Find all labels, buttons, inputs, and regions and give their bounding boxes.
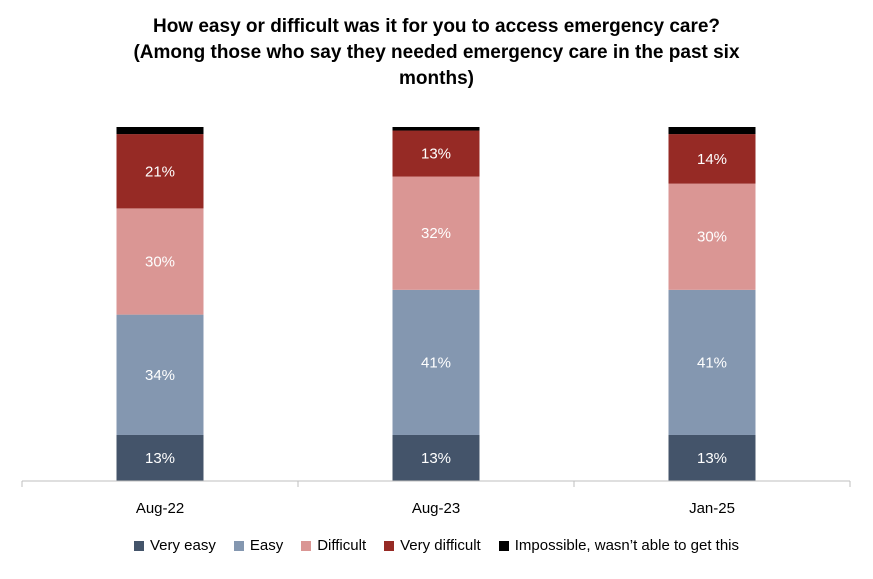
legend-item-difficult: Difficult — [301, 537, 366, 554]
legend-swatch-very-difficult — [384, 540, 395, 551]
data-label: 14% — [697, 151, 727, 168]
data-label: 34% — [145, 367, 175, 384]
data-label: 13% — [697, 450, 727, 467]
data-label: 30% — [697, 229, 727, 246]
legend-swatch-difficult — [301, 540, 312, 551]
bar-segment-aug-22-very-easy — [116, 434, 204, 481]
bar-segment-aug-22-difficult — [116, 208, 204, 315]
data-label: 13% — [421, 450, 451, 467]
data-label: 32% — [421, 225, 451, 242]
bar-segment-aug-22-impossible — [116, 127, 204, 135]
chart-title-line-1: How easy or difficult was it for you to … — [152, 16, 721, 37]
chart-title: How easy or difficult was it for you to … — [0, 14, 873, 92]
bar-segment-aug-22-easy — [116, 314, 204, 435]
legend-label-impossible: Impossible, wasn’t able to get this — [514, 537, 740, 554]
bar-segment-jan-25-difficult — [668, 183, 756, 290]
bar-segment-aug-23-difficult — [392, 176, 480, 290]
chart-legend: Very easy Easy Difficult Very difficult … — [0, 537, 873, 554]
bar-segment-jan-25-impossible — [668, 127, 756, 135]
bar-segment-aug-23-very-easy — [392, 434, 480, 481]
data-label: 41% — [697, 354, 727, 371]
data-label: 21% — [145, 163, 175, 180]
legend-label-difficult: Difficult — [317, 537, 367, 554]
legend-item-easy: Easy — [233, 537, 284, 554]
legend-label-very-difficult: Very difficult — [400, 537, 481, 554]
legend-swatch-very-easy — [133, 540, 144, 551]
data-label: 13% — [145, 450, 175, 467]
x-tick-label: Aug-22 — [136, 500, 184, 517]
bar-segment-jan-25-easy — [668, 289, 756, 435]
legend-swatch-impossible — [498, 540, 509, 551]
legend-label-very-easy: Very easy — [149, 537, 216, 554]
legend-item-impossible: Impossible, wasn’t able to get this — [498, 537, 740, 554]
bar-segment-aug-23-impossible — [392, 127, 480, 131]
data-label: 13% — [421, 146, 451, 163]
chart-title-line-2: (Among those who say they needed emergen… — [133, 42, 740, 63]
data-label: 30% — [145, 254, 175, 271]
x-tick-label: Aug-23 — [412, 500, 460, 517]
bar-segment-aug-22-very-difficult — [116, 134, 204, 209]
data-label: 41% — [421, 354, 451, 371]
legend-label-easy: Easy — [249, 537, 284, 554]
legend-item-very-difficult: Very difficult — [384, 537, 481, 554]
bar-segment-jan-25-very-easy — [668, 434, 756, 481]
bar-segment-jan-25-very-difficult — [668, 134, 756, 184]
bar-segment-aug-23-easy — [392, 289, 480, 435]
bar-segment-aug-23-very-difficult — [392, 130, 480, 177]
legend-swatch-easy — [233, 540, 244, 551]
legend-item-very-easy: Very easy — [133, 537, 216, 554]
chart-title-line-3: months) — [399, 68, 474, 89]
x-tick-label: Jan-25 — [689, 500, 735, 517]
